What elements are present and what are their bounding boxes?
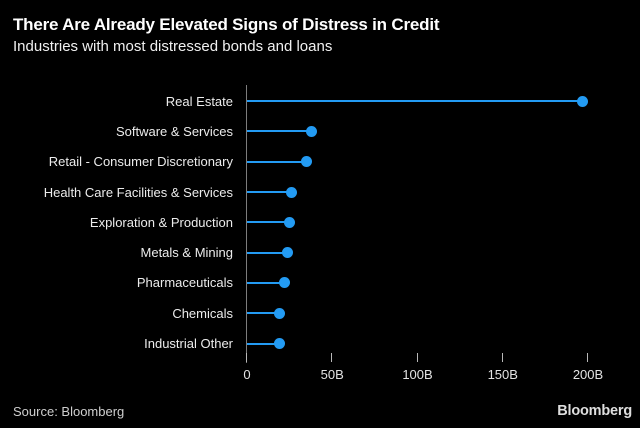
chart-subtitle: Industries with most distressed bonds an… (13, 38, 333, 56)
x-axis-tick-label: 200B (572, 367, 604, 382)
lollipop-stem (247, 281, 285, 284)
row-track (247, 237, 640, 267)
category-label: Metals & Mining (140, 245, 233, 261)
x-axis: 0 50B 100B 150B 200B (0, 85, 640, 395)
lollipop-chart: Real Estate Software & Services Retail - C… (0, 85, 640, 395)
x-axis-tick-label: 0 (243, 367, 251, 382)
lollipop-stem (247, 160, 307, 163)
lollipop-stem (247, 312, 280, 315)
lollipop-stem (247, 130, 312, 133)
chart-title: There Are Already Elevated Signs of Dist… (13, 15, 440, 34)
row-track (247, 86, 640, 116)
row-track (247, 207, 640, 237)
lollipop-stem (247, 221, 290, 224)
y-axis-line (246, 85, 247, 363)
x-axis-tick-mark (501, 353, 503, 362)
x-axis-tick-label: 50B (320, 367, 344, 382)
lollipop-stem (247, 251, 288, 254)
x-axis-tick-label: 150B (487, 367, 518, 382)
row-track (247, 268, 640, 298)
x-axis-tick-label: 100B (402, 367, 433, 382)
data-point-dot (273, 307, 285, 319)
chart-rows: Real Estate Software & Services Retail - C… (0, 86, 640, 359)
bloomberg-logo: Bloomberg (557, 403, 632, 419)
data-point-dot (285, 186, 297, 198)
data-point-dot (279, 277, 290, 289)
row-track (247, 328, 640, 358)
chart-header: There Are Already Elevated Signs of Dist… (13, 14, 630, 56)
row-track (247, 177, 640, 207)
chart-row: Metals & Mining (0, 237, 640, 267)
chart-row: Health Care Facilities & Services (0, 177, 640, 207)
row-track (247, 116, 640, 146)
row-track (247, 147, 640, 177)
chart-footer: Source: Bloomberg Bloomberg (13, 400, 632, 422)
category-label: Health Care Facilities & Services (43, 184, 233, 200)
x-axis-tick-mark (331, 353, 333, 362)
category-label: Chemicals (172, 305, 233, 321)
chart-row: Industrial Other (0, 328, 640, 358)
category-label: Real Estate (165, 93, 233, 109)
x-axis-tick-mark (587, 353, 588, 362)
source-note: Source: Bloomberg (13, 403, 125, 419)
category-label: Software & Services (115, 123, 233, 139)
data-point-dot (282, 247, 294, 259)
category-label: Industrial Other (144, 336, 233, 352)
x-axis-tick-mark (246, 353, 247, 362)
chart-row: Retail - Consumer Discretionary (0, 147, 640, 177)
chart-row: Pharmaceuticals (0, 268, 640, 298)
chart-row: Real Estate (0, 86, 640, 116)
lollipop-stem (247, 342, 280, 345)
lollipop-stem (247, 100, 583, 103)
data-point-dot (301, 156, 313, 168)
category-label: Retail - Consumer Discretionary (48, 154, 233, 170)
data-point-dot (273, 338, 285, 350)
chart-row: Exploration & Production (0, 207, 640, 237)
x-axis-tick-mark (416, 353, 418, 362)
chart-row: Software & Services (0, 116, 640, 146)
lollipop-stem (247, 191, 292, 194)
data-point-dot (306, 125, 318, 137)
data-point-dot (577, 95, 589, 107)
chart-row: Chemicals (0, 298, 640, 328)
category-label: Exploration & Production (89, 214, 233, 230)
data-point-dot (284, 216, 296, 228)
row-track (247, 298, 640, 328)
category-label: Pharmaceuticals (136, 275, 233, 291)
